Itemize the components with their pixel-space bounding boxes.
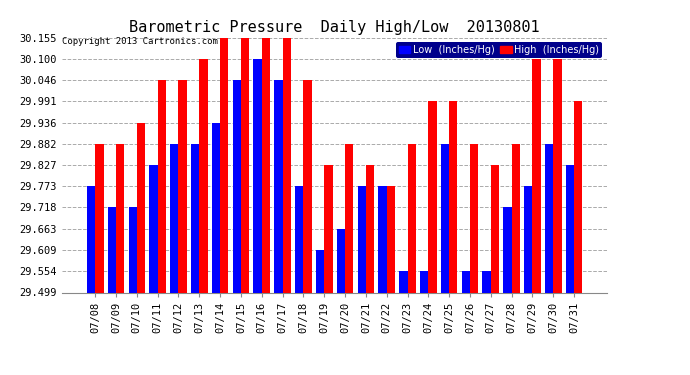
- Bar: [191, 144, 199, 292]
- Bar: [95, 144, 104, 292]
- Bar: [199, 59, 208, 292]
- Bar: [241, 38, 249, 292]
- Bar: [441, 144, 449, 292]
- Bar: [149, 165, 158, 292]
- Bar: [449, 101, 457, 292]
- Bar: [574, 101, 582, 292]
- Bar: [553, 59, 562, 292]
- Bar: [428, 101, 437, 292]
- Bar: [304, 80, 312, 292]
- Bar: [324, 165, 333, 292]
- Bar: [233, 80, 241, 292]
- Bar: [108, 207, 116, 292]
- Legend: Low  (Inches/Hg), High  (Inches/Hg): Low (Inches/Hg), High (Inches/Hg): [396, 42, 602, 58]
- Bar: [366, 165, 374, 292]
- Bar: [170, 144, 179, 292]
- Bar: [482, 271, 491, 292]
- Bar: [533, 59, 541, 292]
- Bar: [378, 186, 386, 292]
- Bar: [179, 80, 187, 292]
- Bar: [316, 250, 324, 292]
- Bar: [511, 144, 520, 292]
- Bar: [470, 144, 478, 292]
- Bar: [400, 271, 408, 292]
- Bar: [337, 229, 345, 292]
- Bar: [212, 123, 220, 292]
- Bar: [295, 186, 304, 292]
- Bar: [491, 165, 499, 292]
- Bar: [274, 80, 283, 292]
- Bar: [128, 207, 137, 292]
- Bar: [524, 186, 533, 292]
- Bar: [420, 271, 428, 292]
- Bar: [345, 144, 353, 292]
- Bar: [462, 271, 470, 292]
- Bar: [503, 207, 511, 292]
- Text: Copyright 2013 Cartronics.com: Copyright 2013 Cartronics.com: [62, 38, 218, 46]
- Bar: [262, 38, 270, 292]
- Bar: [87, 186, 95, 292]
- Bar: [566, 165, 574, 292]
- Bar: [116, 144, 124, 292]
- Bar: [386, 186, 395, 292]
- Bar: [408, 144, 416, 292]
- Bar: [357, 186, 366, 292]
- Bar: [220, 38, 228, 292]
- Bar: [283, 38, 291, 292]
- Bar: [137, 123, 145, 292]
- Bar: [545, 144, 553, 292]
- Title: Barometric Pressure  Daily High/Low  20130801: Barometric Pressure Daily High/Low 20130…: [129, 20, 540, 35]
- Bar: [253, 59, 262, 292]
- Bar: [158, 80, 166, 292]
